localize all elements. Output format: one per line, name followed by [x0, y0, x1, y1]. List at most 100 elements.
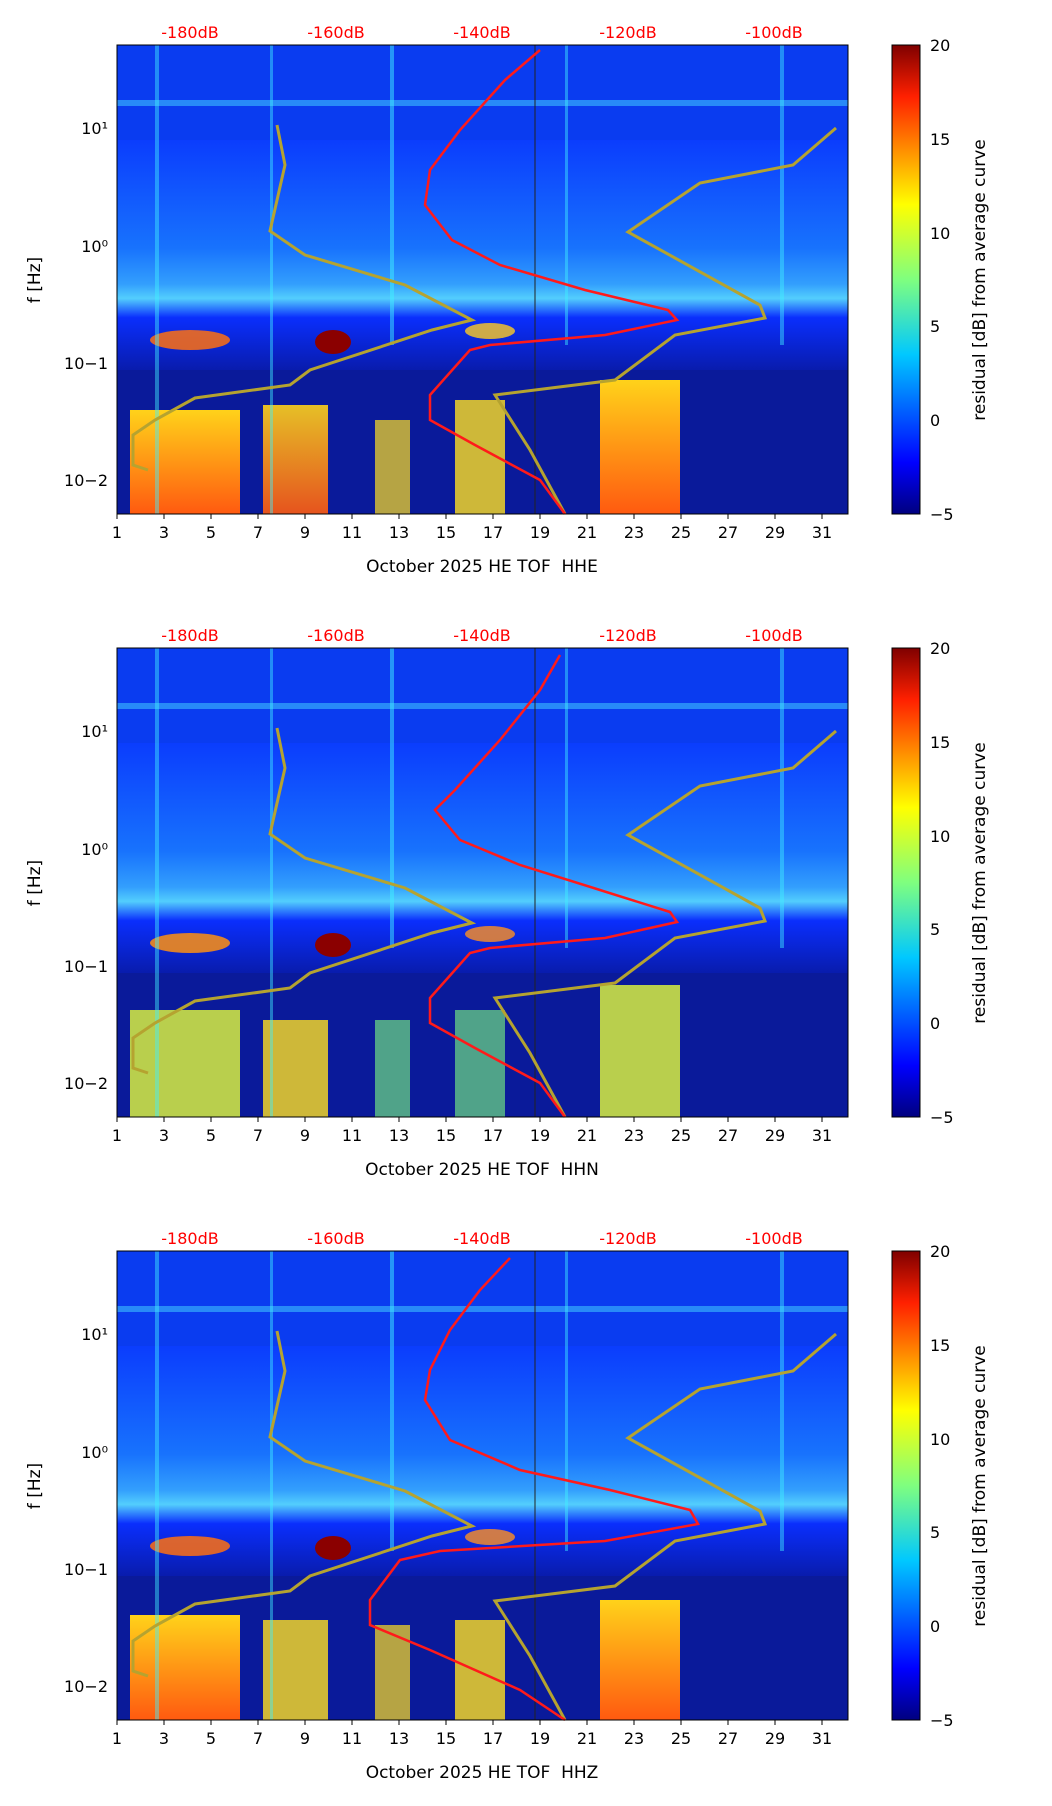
colorbar: 20 15 10 5 0 −5 residual [dB] from avera…: [891, 1242, 990, 1730]
colorbar-label: residual [dB] from average curve: [970, 1345, 990, 1626]
x-tick-label: 17: [483, 523, 503, 542]
heatmap-image: [117, 1251, 848, 1720]
plot-frame: [116, 44, 849, 515]
x-tick-label: 23: [624, 1729, 644, 1748]
colorbar-tick: −5: [930, 505, 954, 524]
x-tick-label: 9: [300, 523, 310, 542]
colorbar-tick: −5: [930, 1108, 954, 1127]
x-tick-labels: 1 3 5 7 9 11 13 15 17 19 21 23 25 27 29 …: [112, 523, 832, 542]
x-tick-label: 27: [718, 1729, 738, 1748]
y-tick-label: 10−2: [64, 471, 108, 490]
x-tick-label: 5: [206, 523, 216, 542]
x-tick-label: 21: [577, 523, 597, 542]
y-tick-labels: 10−2 10−1 10⁰ 10¹: [64, 1325, 108, 1696]
y-tick-label: 10−2: [64, 1677, 108, 1696]
x-axis-label: October 2025 HE TOF HHE: [366, 557, 598, 577]
colorbar-tick: 20: [930, 36, 950, 55]
y-tick-label: 10−1: [64, 957, 108, 976]
colorbar-tick: 15: [930, 1336, 950, 1355]
y-tick-label: 10⁰: [81, 237, 108, 256]
x-tick-label: 5: [206, 1126, 216, 1145]
red-psd-curve: [423, 49, 680, 515]
top-db-label: -140dB: [453, 1229, 510, 1248]
panel-hhn: 1 3 5 7 9 11 13 15 17 19 21 23 25 27 29 …: [25, 626, 990, 1180]
y-tick-label: 10¹: [81, 722, 108, 741]
x-tick-label: 27: [718, 523, 738, 542]
x-tick-label: 25: [671, 523, 691, 542]
colorbar-tick: 0: [930, 1617, 940, 1636]
x-tick-label: 3: [159, 1729, 169, 1748]
x-tick-label: 3: [159, 1126, 169, 1145]
colorbar-tick: 20: [930, 639, 950, 658]
x-tick-label: 11: [342, 1126, 362, 1145]
top-db-label: -100dB: [745, 23, 802, 42]
y-tick-label: 10−1: [64, 354, 108, 373]
colorbar: 20 15 10 5 0 −5 residual [dB] from avera…: [891, 36, 990, 524]
top-db-label: -160dB: [307, 1229, 364, 1248]
x-tick-labels: 1 3 5 7 9 11 13 15 17 19 21 23 25 27 29 …: [112, 1729, 832, 1748]
colorbar: 20 15 10 5 0 −5 residual [dB] from avera…: [891, 639, 990, 1127]
x-tick-label: 19: [530, 1729, 550, 1748]
colorbar-tick: 15: [930, 733, 950, 752]
colorbar-tick: 20: [930, 1242, 950, 1261]
x-tick-label: 11: [342, 523, 362, 542]
y-tick-labels: 10−2 10−1 10⁰ 10¹: [64, 722, 108, 1093]
y-tick-label: 10−2: [64, 1074, 108, 1093]
top-db-labels: -180dB -160dB -140dB -120dB -100dB: [161, 23, 802, 42]
y-tick-labels: 10−2 10−1 10⁰ 10¹: [64, 119, 108, 490]
panel-hhe: 1 3 5 7 9 11 13 15 17 19 21 23 25 27 29 …: [25, 23, 990, 577]
x-tick-label: 1: [112, 1729, 122, 1748]
colorbar-tick: 15: [930, 130, 950, 149]
model-curve: [131, 727, 477, 1075]
colorbar-tick: 0: [930, 411, 940, 430]
red-psd-curve: [428, 654, 680, 1118]
model-curve: [492, 1332, 837, 1721]
panel-hhz: 1 3 5 7 9 11 13 15 17 19 21 23 25 27 29 …: [25, 1229, 990, 1783]
x-tick-label: 27: [718, 1126, 738, 1145]
plot-frame: [116, 1250, 849, 1721]
red-psd-curve: [368, 1257, 700, 1722]
model-curve: [131, 124, 477, 472]
heatmap-image: [117, 45, 848, 514]
y-tick-label: 10¹: [81, 119, 108, 138]
colorbar-tick: 5: [930, 920, 940, 939]
colorbar-label: residual [dB] from average curve: [970, 742, 990, 1023]
colorbar-gradient: [891, 44, 921, 515]
top-db-label: -120dB: [599, 23, 656, 42]
x-tick-label: 29: [765, 1729, 785, 1748]
heatmap-image: [117, 648, 848, 1117]
y-axis-label: f [Hz]: [25, 257, 45, 303]
x-tick-label: 7: [253, 1729, 263, 1748]
x-tick-label: 19: [530, 1126, 550, 1145]
colorbar-gradient: [891, 1250, 921, 1721]
y-axis-label: f [Hz]: [25, 860, 45, 906]
top-db-label: -100dB: [745, 626, 802, 645]
x-tick-label: 29: [765, 1126, 785, 1145]
x-tick-label: 3: [159, 523, 169, 542]
x-tick-label: 17: [483, 1126, 503, 1145]
x-tick-label: 21: [577, 1126, 597, 1145]
x-tick-label: 23: [624, 523, 644, 542]
top-db-label: -180dB: [161, 1229, 218, 1248]
x-tick-label: 9: [300, 1126, 310, 1145]
x-tick-label: 17: [483, 1729, 503, 1748]
x-tick-label: 7: [253, 523, 263, 542]
top-db-labels: -180dB -160dB -140dB -120dB -100dB: [161, 1229, 802, 1248]
x-axis-label: October 2025 HE TOF HHN: [365, 1160, 599, 1180]
x-tick-label: 31: [812, 523, 832, 542]
top-db-label: -100dB: [745, 1229, 802, 1248]
x-tick-label: 7: [253, 1126, 263, 1145]
x-tick-label: 13: [389, 523, 409, 542]
x-tick-label: 15: [436, 523, 456, 542]
x-tick-label: 25: [671, 1126, 691, 1145]
colorbar-tick: 0: [930, 1014, 940, 1033]
x-tick-label: 13: [389, 1126, 409, 1145]
x-tick-labels: 1 3 5 7 9 11 13 15 17 19 21 23 25 27 29 …: [112, 1126, 832, 1145]
top-db-label: -140dB: [453, 626, 510, 645]
top-db-label: -120dB: [599, 626, 656, 645]
top-db-labels: -180dB -160dB -140dB -120dB -100dB: [161, 626, 802, 645]
x-axis-label: October 2025 HE TOF HHZ: [366, 1763, 599, 1783]
x-tick-label: 31: [812, 1126, 832, 1145]
x-tick-label: 1: [112, 1126, 122, 1145]
top-db-label: -160dB: [307, 626, 364, 645]
